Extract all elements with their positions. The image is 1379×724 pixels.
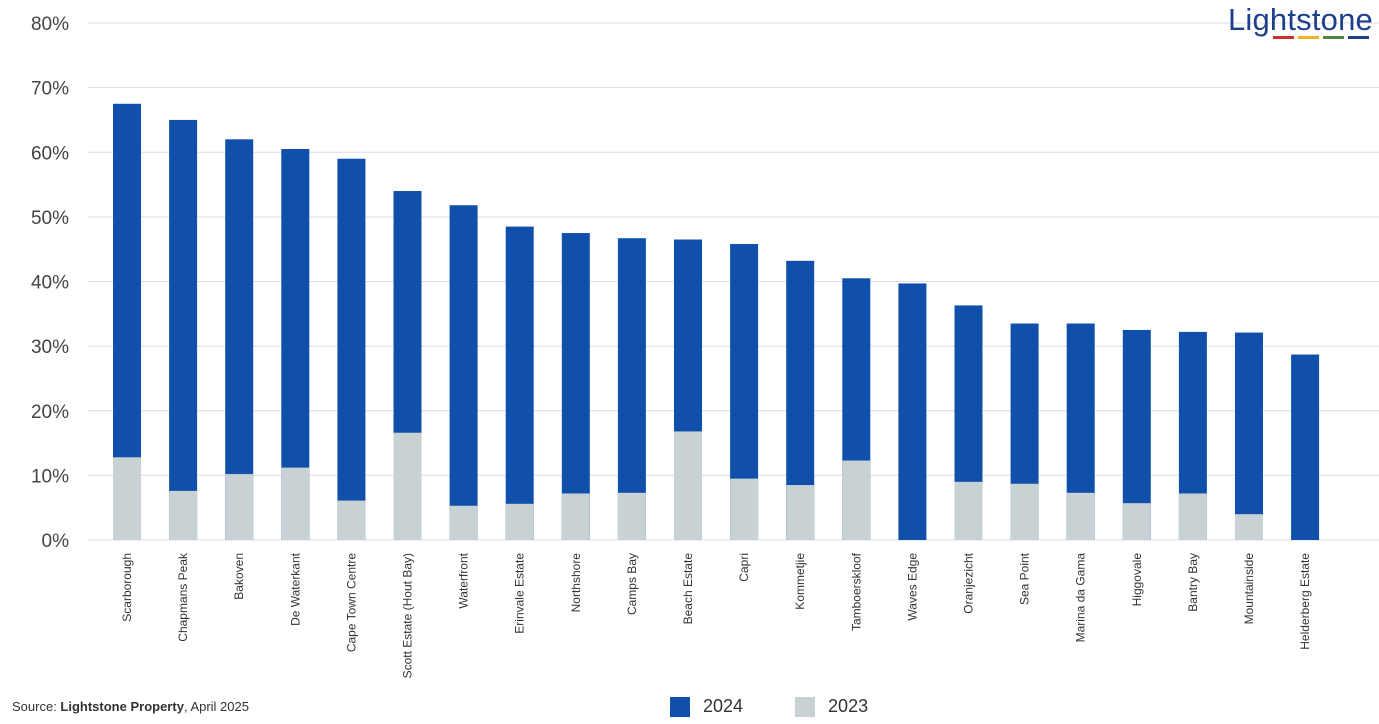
bar-2023 (1066, 492, 1095, 540)
x-category-label: Bantry Bay (1186, 553, 1200, 612)
bar-2023 (954, 481, 983, 540)
logo-text: Lightstone (1227, 2, 1373, 37)
y-axis-tick-labels: 0% 10% 20% 30% 40% 50% 60% 70% 80% (31, 14, 69, 552)
bar-2024 (337, 158, 366, 540)
x-category-label: Capri (737, 553, 751, 582)
x-category-label: Kommetjie (793, 553, 807, 610)
bar-2024 (225, 139, 254, 540)
legend-label-2023: 2023 (828, 696, 869, 716)
x-category-label: Scott Estate (Hout Bay) (401, 553, 415, 678)
bar-2023 (1122, 503, 1151, 540)
x-category-label: Scarborough (120, 553, 134, 622)
bar-2024 (617, 238, 646, 541)
x-category-label: Waves Edge (905, 553, 919, 621)
x-category-label: Northshore (569, 553, 583, 613)
y-tick-label: 80% (31, 14, 69, 35)
x-category-label: Tamboerskloof (849, 552, 863, 631)
bar-chart: 0% 10% 20% 30% 40% 50% 60% 70% 80% Scarborough Ch… (31, 14, 1379, 678)
x-category-label: Erinvale Estate (513, 553, 527, 634)
bar-2023 (1178, 493, 1207, 540)
x-category-label: Oranjezicht (962, 552, 976, 613)
y-tick-label: 20% (31, 402, 69, 423)
y-tick-label: 0% (42, 531, 70, 552)
y-tick-label: 10% (31, 466, 69, 487)
legend-item-2024: 2024 (670, 696, 743, 717)
bar-2023 (337, 500, 366, 540)
bar-2023 (393, 432, 422, 540)
bar-2023 (1010, 483, 1039, 540)
x-category-label: Marina da Gama (1074, 553, 1088, 643)
bar-2024 (505, 226, 534, 540)
bar-2023 (730, 478, 759, 540)
y-tick-label: 70% (31, 79, 69, 100)
x-category-label: Helderberg Estate (1298, 553, 1312, 650)
x-category-label: Cape Town Centre (344, 553, 358, 652)
legend-swatch-2023 (795, 696, 816, 717)
logo-color-bars (1273, 36, 1369, 39)
x-category-label: Mountainside (1242, 553, 1256, 625)
x-category-label: Bakoven (232, 553, 246, 600)
bar-2023 (113, 457, 141, 540)
bar-2023 (786, 485, 815, 540)
logo-bar-green (1323, 36, 1344, 39)
bar-2023 (561, 493, 590, 540)
bar-2023 (674, 431, 702, 540)
bar-2023 (1235, 514, 1263, 540)
x-category-label: De Waterkant (288, 552, 302, 626)
lightstone-logo: Lightstone (1223, 2, 1373, 42)
source-org: Lightstone Property (60, 699, 184, 714)
source-date: , April 2025 (183, 699, 249, 714)
logo-bar-blue (1348, 36, 1369, 39)
bar-2023 (281, 467, 310, 540)
x-category-label: Chapmans Peak (176, 552, 190, 642)
source-note: Source: Lightstone Property, April 2025 (12, 699, 249, 714)
legend-swatch-2024 (670, 696, 690, 717)
y-tick-label: 50% (31, 208, 69, 229)
y-tick-label: 60% (31, 143, 69, 164)
x-axis-category-labels: Scarborough Chapmans Peak Bakoven De Waterk… (120, 552, 1312, 678)
x-category-label: Sea Point (1018, 552, 1032, 605)
legend: 2024 2023 (670, 696, 920, 717)
bar-2023 (169, 490, 198, 540)
source-prefix: Source: (12, 699, 61, 714)
bar-2024 (1235, 332, 1263, 540)
bars (113, 103, 1320, 541)
bar-2024 (169, 119, 198, 540)
logo-bar-yellow (1298, 36, 1319, 39)
x-category-label: Camps Bay (625, 553, 639, 615)
legend-label-2024: 2024 (703, 696, 744, 716)
bar-2023 (505, 503, 534, 540)
y-tick-label: 40% (31, 273, 69, 294)
legend-item-2023: 2023 (795, 696, 868, 717)
x-category-label: Higgovale (1130, 553, 1144, 607)
x-category-label: Beach Estate (681, 553, 695, 625)
bar-2023 (449, 505, 478, 540)
bar-2024 (898, 283, 927, 540)
bar-2024 (449, 205, 478, 540)
bar-2023 (617, 492, 646, 540)
bar-2023 (225, 474, 254, 540)
y-tick-label: 30% (31, 337, 69, 358)
logo-bar-red (1273, 36, 1294, 39)
bar-2023 (842, 460, 871, 540)
x-category-label: Waterfront (457, 552, 471, 608)
bar-2024 (1291, 354, 1320, 540)
bar-2024 (561, 233, 590, 540)
